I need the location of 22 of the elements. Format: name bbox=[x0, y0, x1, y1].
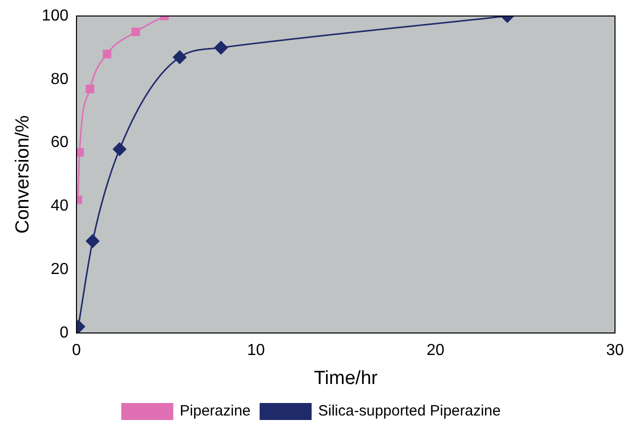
y-tick-label: 80 bbox=[50, 70, 69, 88]
point bbox=[86, 234, 100, 248]
point bbox=[131, 28, 140, 36]
point bbox=[112, 142, 126, 156]
point bbox=[214, 40, 228, 54]
y-tick-label: 100 bbox=[42, 7, 69, 24]
x-tick-label: 20 bbox=[426, 342, 444, 360]
point bbox=[172, 50, 186, 64]
y-tick-label: 0 bbox=[60, 324, 69, 342]
y-axis-title: Conversion/% bbox=[12, 115, 34, 234]
legend-label: Piperazine bbox=[180, 402, 251, 420]
legend-label: Silica-supported Piperazine bbox=[318, 402, 501, 420]
x-tick-label: 0 bbox=[72, 342, 82, 360]
point bbox=[76, 148, 84, 157]
x-axis-title: Time/hr bbox=[314, 368, 378, 389]
y-tick-label: 60 bbox=[50, 134, 69, 152]
x-tick-label: 10 bbox=[247, 342, 265, 360]
y-tick-label: 40 bbox=[50, 198, 69, 215]
y-tick-label: 20 bbox=[50, 261, 69, 278]
point bbox=[102, 50, 112, 58]
point bbox=[86, 84, 94, 94]
x-tick-label: 30 bbox=[606, 342, 624, 360]
